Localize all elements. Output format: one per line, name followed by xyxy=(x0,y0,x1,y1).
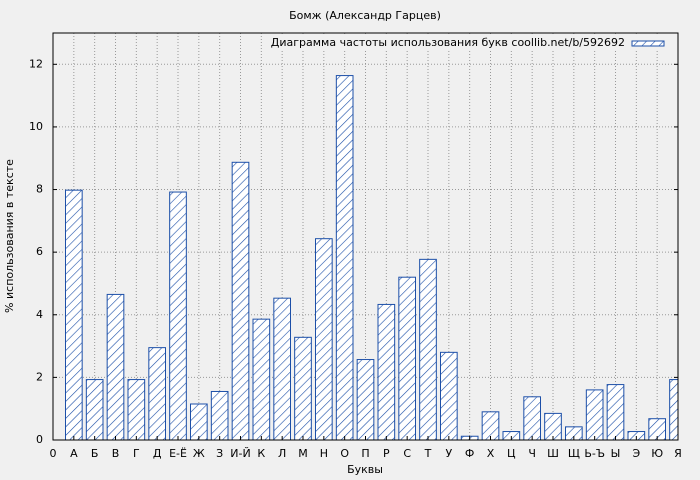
bar xyxy=(148,347,166,440)
x-tick-label: Т xyxy=(424,447,432,460)
x-axis-label: Буквы xyxy=(347,463,383,476)
x-tick-label: Г xyxy=(133,447,140,460)
legend: Диаграмма частоты использования букв coo… xyxy=(265,35,676,51)
x-tick-label: Л xyxy=(278,447,286,460)
bar xyxy=(440,351,458,440)
x-tick-label: О xyxy=(340,447,349,460)
x-tick-label: С xyxy=(403,447,411,460)
bar xyxy=(398,276,417,440)
x-tick-label: Ш xyxy=(547,447,559,460)
bar xyxy=(627,431,646,440)
x-tick-label: П xyxy=(361,447,369,460)
x-tick-label: Б xyxy=(91,447,99,460)
x-tick-label: З xyxy=(216,447,223,460)
x-tick-label: Ф xyxy=(465,447,474,460)
x-tick-label: Е-Ё xyxy=(169,447,187,460)
x-tick-label: 0 xyxy=(50,447,57,460)
x-tick-label: Х xyxy=(487,447,495,460)
x-tick-label: Э xyxy=(632,447,640,460)
bar xyxy=(210,390,229,440)
y-axis-label: % использования в тексте xyxy=(3,159,16,313)
bar xyxy=(315,238,333,440)
x-tick-label: Р xyxy=(383,447,390,460)
chart-title: Бомж (Александр Гарцев) xyxy=(289,9,441,22)
bar xyxy=(65,189,83,440)
y-tick-label: 10 xyxy=(29,120,43,133)
x-tick-label: Ы xyxy=(611,447,621,460)
bar xyxy=(85,379,104,440)
legend-box xyxy=(265,35,676,51)
legend-label: Диаграмма частоты использования букв coo… xyxy=(271,36,625,49)
x-tick-label: Я xyxy=(674,447,682,460)
bar xyxy=(127,379,146,440)
bar xyxy=(106,293,125,440)
bar xyxy=(606,384,625,440)
legend-swatch xyxy=(631,40,665,47)
bar xyxy=(669,379,678,440)
x-tick-label: Д xyxy=(153,447,162,460)
x-tick-label: Ж xyxy=(193,447,205,460)
bar xyxy=(273,297,292,440)
y-tick-label: 2 xyxy=(36,370,43,383)
bar xyxy=(377,303,396,440)
bar xyxy=(565,426,583,440)
x-tick-label: А xyxy=(70,447,78,460)
y-tick-label: 8 xyxy=(36,183,43,196)
bar xyxy=(481,411,500,440)
bars xyxy=(65,75,678,440)
bar xyxy=(356,359,375,440)
bar xyxy=(502,431,521,440)
x-tick-label: Ч xyxy=(528,447,536,460)
y-tick-label: 6 xyxy=(36,245,43,258)
bar xyxy=(294,336,312,440)
bar xyxy=(585,389,604,440)
x-tick-label: И-Й xyxy=(230,447,250,460)
x-tick-label: К xyxy=(257,447,265,460)
bar xyxy=(335,75,354,440)
y-tick-label: 12 xyxy=(29,57,43,70)
x-tick-label: Н xyxy=(320,447,328,460)
bar xyxy=(252,318,271,440)
bar xyxy=(190,403,208,440)
x-tick-label: М xyxy=(298,447,308,460)
y-tick-label: 0 xyxy=(36,433,43,446)
bar xyxy=(419,258,437,440)
x-tick-label: Ь-Ъ xyxy=(584,447,605,460)
x-tick-label: Ю xyxy=(651,447,663,460)
bar xyxy=(523,396,541,440)
x-tick-label: Щ xyxy=(568,447,580,460)
bar xyxy=(169,191,187,440)
bar xyxy=(231,161,250,440)
x-tick-label: Ц xyxy=(507,447,516,460)
x-tick-label: В xyxy=(112,447,120,460)
x-tick-label: У xyxy=(445,447,452,460)
y-tick-label: 4 xyxy=(36,308,43,321)
